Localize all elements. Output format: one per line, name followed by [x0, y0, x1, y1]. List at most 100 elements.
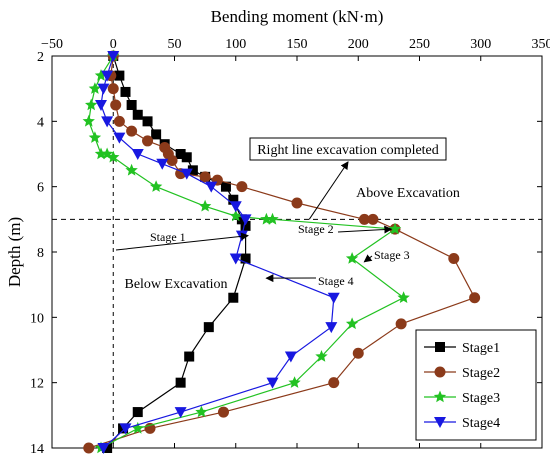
y-tick-label: 6 — [37, 181, 44, 196]
data-point — [88, 82, 102, 94]
data-point — [229, 209, 242, 222]
data-point — [358, 213, 370, 225]
data-point — [284, 351, 297, 363]
legend-label: Stage1 — [462, 341, 500, 356]
annotations: Right line excavation completed Above Ex… — [124, 137, 460, 292]
data-point — [327, 292, 340, 304]
data-point — [132, 407, 143, 418]
data-point — [126, 125, 138, 137]
data-point — [107, 150, 120, 163]
y-tick-label: 8 — [37, 246, 44, 261]
above-excavation-label: Above Excavation — [356, 186, 460, 201]
y-tick-label: 10 — [30, 311, 44, 326]
data-point — [83, 442, 95, 454]
data-point — [120, 86, 131, 97]
stage4-label: Stage 4 — [318, 274, 354, 288]
legend-marker — [433, 390, 447, 403]
data-point — [95, 100, 107, 111]
data-point — [266, 212, 279, 225]
legend-item-stage1: Stage1 — [424, 341, 500, 356]
series-stage4 — [95, 51, 340, 454]
stage3-arrow — [363, 254, 373, 263]
data-point — [175, 149, 186, 159]
data-point — [240, 253, 251, 264]
data-point — [367, 213, 379, 225]
legend-item-stage3: Stage3 — [424, 390, 500, 406]
data-point — [448, 253, 460, 265]
data-point — [180, 168, 193, 180]
data-point — [88, 131, 102, 143]
data-point — [266, 377, 279, 389]
data-point — [149, 180, 163, 192]
x-tick-group: −50 0 50 100 150 200 250 300 350 — [41, 37, 550, 448]
data-point — [107, 51, 120, 62]
data-point — [142, 135, 154, 147]
data-point — [328, 377, 340, 389]
data-point — [131, 149, 144, 160]
data-point — [85, 98, 98, 111]
data-point — [113, 132, 126, 144]
data-point — [131, 421, 144, 434]
data-point — [101, 70, 114, 82]
data-point — [469, 292, 481, 304]
series-stage3 — [82, 49, 410, 454]
data-point — [187, 165, 198, 176]
data-point — [240, 220, 251, 231]
data-point — [395, 318, 407, 330]
x-tick-label: 300 — [470, 37, 491, 52]
legend-item-stage2: Stage2 — [424, 366, 500, 381]
stage1-arrow — [115, 232, 249, 251]
data-point — [151, 129, 162, 140]
data-point — [113, 115, 125, 127]
guide-lines — [52, 56, 542, 448]
data-point — [97, 83, 110, 95]
y-tick-label: 14 — [30, 442, 44, 457]
data-point — [345, 317, 359, 330]
legend-marker — [434, 417, 446, 428]
legend-label: Stage4 — [462, 416, 500, 431]
data-point — [288, 376, 301, 388]
y-tick-label: 12 — [30, 377, 44, 392]
data-point — [239, 214, 252, 226]
x-tick-label: −50 — [41, 37, 63, 52]
data-point — [184, 351, 195, 362]
data-point — [236, 181, 248, 193]
data-point — [291, 197, 303, 209]
legend-marker — [435, 342, 445, 352]
stage1-label: Stage 1 — [150, 230, 186, 244]
data-point — [97, 443, 110, 454]
data-point — [205, 181, 218, 193]
stage2-arrow — [337, 225, 393, 234]
data-point — [107, 83, 119, 95]
legend-marker — [434, 366, 446, 378]
data-point — [229, 253, 242, 265]
series-stage1 — [102, 51, 251, 453]
data-point — [119, 423, 132, 435]
x-tick-label: 250 — [409, 37, 430, 52]
data-point — [228, 292, 239, 303]
excavation-completed-label: Right line excavation completed — [257, 143, 439, 158]
data-point — [156, 158, 169, 170]
excavation-completed-arrow — [308, 161, 349, 220]
data-point — [315, 350, 328, 362]
data-point — [218, 406, 229, 418]
x-tick-label: 350 — [532, 37, 550, 52]
x-tick-label: 200 — [348, 37, 369, 52]
x-tick-label: 150 — [287, 37, 308, 52]
annotation-arrows — [115, 161, 393, 283]
data-point — [345, 252, 359, 264]
data-point — [236, 214, 247, 225]
below-excavation-label: Below Excavation — [124, 277, 227, 292]
data-point — [229, 201, 242, 213]
data-point — [126, 100, 137, 110]
data-point — [181, 152, 192, 163]
legend-label: Stage2 — [462, 366, 500, 381]
y-tick-group: 2 4 6 8 10 12 14 — [30, 50, 542, 457]
data-point — [101, 116, 114, 128]
series-layer — [82, 49, 481, 454]
x-tick-label: 0 — [110, 37, 117, 52]
data-point — [82, 114, 95, 127]
data-point — [132, 109, 143, 120]
data-point — [195, 405, 208, 418]
